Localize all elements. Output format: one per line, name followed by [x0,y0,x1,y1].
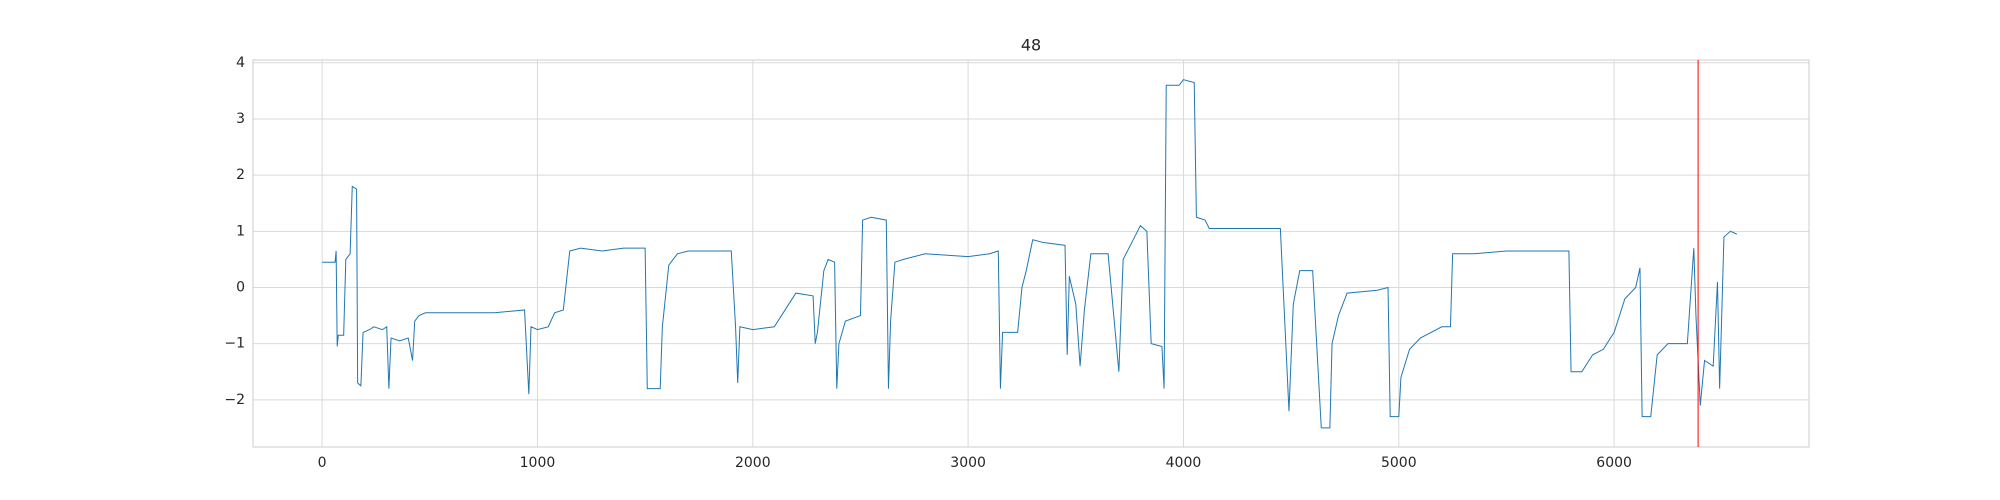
x-tick-label: 0 [318,455,327,471]
chart-title: 48 [1021,36,1041,55]
x-tick-label: 5000 [1381,455,1417,471]
x-tick-label: 1000 [520,455,556,471]
y-tick-label: −2 [224,392,245,408]
y-tick-label: 4 [236,55,245,71]
data-line [322,79,1738,429]
x-tick-label: 2000 [735,455,771,471]
x-tick-label: 3000 [950,455,986,471]
x-tick-label: 6000 [1596,455,1632,471]
y-tick-label: 1 [236,223,245,239]
y-tick-label: 0 [236,279,245,295]
y-tick-label: 3 [236,111,245,127]
y-tick-label: −1 [224,336,245,352]
x-tick-label: 4000 [1166,455,1202,471]
y-tick-label: 2 [236,167,245,183]
plot-frame [252,59,1810,448]
